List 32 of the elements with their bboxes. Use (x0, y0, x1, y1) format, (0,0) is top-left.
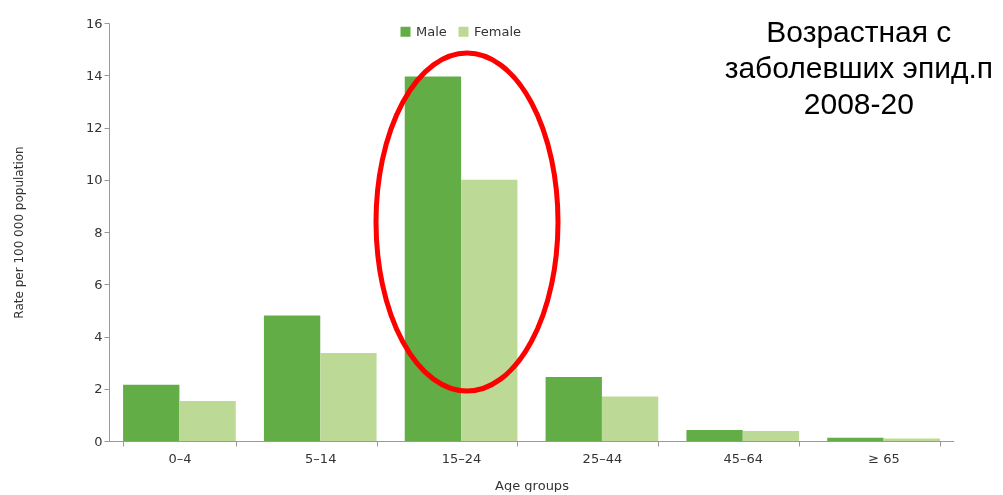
bar (320, 352, 377, 441)
x-axis-title: Age groups (495, 477, 570, 493)
bar (827, 437, 884, 441)
bar (545, 376, 602, 441)
bar (742, 431, 800, 441)
y-tick-label: 14 (85, 67, 103, 83)
bar (601, 396, 659, 441)
legend-label: Female (474, 23, 522, 39)
bar (179, 401, 236, 441)
bar (461, 179, 518, 441)
y-tick-label: 8 (94, 224, 103, 240)
y-axis-title: Rate per 100 000 population (11, 146, 26, 319)
x-tick-label: 0–4 (168, 450, 192, 466)
x-tick-label: 5–14 (305, 450, 337, 466)
bar (404, 76, 462, 441)
x-tick-label: 15–24 (441, 450, 482, 466)
bar (263, 315, 321, 441)
bar (686, 430, 743, 441)
y-tick-label: 12 (85, 120, 103, 135)
bar (883, 438, 940, 441)
x-tick-label: 45–64 (723, 450, 764, 466)
y-tick-label: 2 (94, 381, 103, 397)
y-tick-label: 4 (94, 329, 103, 344)
x-tick-label: 25–44 (582, 450, 623, 466)
y-tick-label: 16 (85, 15, 103, 31)
x-tick-label: ≥ 65 (868, 450, 900, 466)
y-tick-label: 6 (94, 276, 103, 292)
bar (123, 384, 180, 441)
text: Возрастная с заболевших эпид.п 2008-20 (724, 14, 993, 122)
legend-label: Male (416, 23, 447, 39)
y-tick-label: 10 (85, 172, 103, 188)
y-tick-label: 0 (94, 433, 103, 449)
